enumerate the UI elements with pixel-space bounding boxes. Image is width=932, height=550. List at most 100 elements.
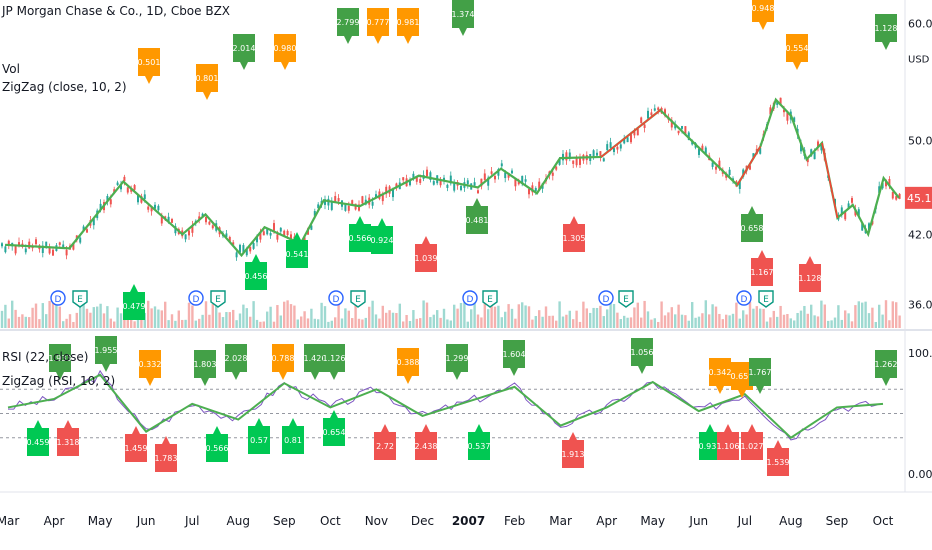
volume-legend[interactable]: Vol <box>2 62 20 76</box>
price-peak-label: 0.501 <box>138 48 160 84</box>
rsi-legend[interactable]: RSI (22, close) <box>2 350 89 364</box>
candle-body <box>555 166 558 170</box>
volume-bar <box>844 310 847 328</box>
dividend-marker-circle <box>736 290 752 306</box>
time-tick-label: Oct <box>320 514 341 528</box>
candle-body <box>558 159 561 165</box>
candle-body <box>41 245 44 253</box>
time-tick-label: Aug <box>227 514 250 528</box>
volume-bar <box>381 305 384 328</box>
zigzag-legend[interactable]: ZigZag (close, 10, 2) <box>2 80 127 94</box>
candle-body <box>898 193 901 199</box>
candle-body <box>269 233 272 236</box>
rsi-peak-label-shape <box>397 348 419 384</box>
chart-title[interactable]: JP Morgan Chase & Co., 1D, Cboe BZX <box>2 4 231 18</box>
volume-bar <box>653 318 656 328</box>
volume-bar <box>439 317 442 328</box>
price-peak-label-shape <box>196 64 218 100</box>
volume-bar <box>371 300 374 328</box>
candle-body <box>623 139 626 144</box>
dividend-marker-circle <box>50 290 66 306</box>
time-tick-label: Jul <box>184 514 199 528</box>
volume-bar <box>687 320 690 328</box>
rsi-line <box>7 369 878 441</box>
volume-bar <box>657 321 660 328</box>
candle-body <box>113 189 116 193</box>
candle-body <box>147 206 150 210</box>
price-trough-label-text: 0.456 <box>245 272 268 281</box>
earnings-marker-shape <box>210 290 226 308</box>
candle-body <box>303 237 306 241</box>
rsi-trough-label-shape <box>717 424 739 460</box>
earnings-marker: E <box>482 290 498 308</box>
rsi-peak-label-shape <box>225 344 247 380</box>
candle-body <box>769 107 772 115</box>
volume-bar <box>419 318 422 328</box>
volume-bar <box>854 305 857 328</box>
volume-bar <box>364 317 367 328</box>
earnings-marker: E <box>72 290 88 308</box>
candle-body <box>626 137 629 143</box>
candle-body <box>738 180 741 189</box>
volume-bar <box>891 301 894 328</box>
volume-bar <box>17 316 21 328</box>
volume-bar <box>636 302 639 328</box>
volume-bar <box>157 309 160 328</box>
candle-body <box>633 131 636 136</box>
time-tick-label: Nov <box>365 514 388 528</box>
volume-bar <box>888 320 891 328</box>
rsi-trough-label: 1.913 <box>562 432 584 468</box>
candle-body <box>276 234 279 240</box>
volume-bar <box>232 309 235 328</box>
volume-bar <box>374 314 378 328</box>
volume-bar <box>711 304 714 328</box>
volume-bar <box>459 302 463 328</box>
time-tick-label: Dec <box>411 514 434 528</box>
rsi-trough-label-shape <box>27 420 49 456</box>
volume-bar <box>745 314 748 328</box>
candle-body <box>844 212 847 220</box>
volume-bar <box>565 314 568 328</box>
candle-body <box>313 211 316 216</box>
candle-body <box>640 117 643 124</box>
volume-bar <box>599 305 602 328</box>
rsi-trough-label-shape <box>125 426 147 462</box>
candle-body <box>375 194 377 198</box>
volume-bar <box>167 320 170 328</box>
candle-body <box>602 158 605 162</box>
candle-body <box>599 151 602 158</box>
volume-bar <box>572 319 575 328</box>
rsi-trough-label: 2.72 <box>374 424 396 460</box>
volume-bar <box>7 318 10 328</box>
candle-body <box>347 205 350 211</box>
volume-bar <box>830 320 833 328</box>
earnings-marker: E <box>618 290 634 308</box>
volume-bar <box>289 304 293 328</box>
rsi-trough-label-text: 0.932 <box>699 442 722 451</box>
rsi-peak-label-text: 2.028 <box>225 354 248 363</box>
price-trough-label-shape <box>371 218 393 254</box>
volume-bar <box>493 306 497 328</box>
volume-bar <box>514 318 517 328</box>
rsi-trough-label: 1.459 <box>125 426 147 462</box>
rsi-trough-label-shape <box>57 420 79 456</box>
earnings-marker: E <box>210 290 226 308</box>
rsi-zigzag-legend[interactable]: ZigZag (RSI, 10, 2) <box>2 374 116 388</box>
volume-bar <box>286 300 289 328</box>
candle-body <box>65 249 68 256</box>
candle-body <box>235 252 238 258</box>
candle-body <box>167 216 170 222</box>
volume-bar <box>405 315 408 328</box>
time-tick-label: Jun <box>688 514 708 528</box>
marker-letter: D <box>741 295 748 305</box>
volume-bar <box>55 304 58 328</box>
candle-body <box>429 172 432 180</box>
rsi-peak-label-text: 1.299 <box>446 354 469 363</box>
rsi-peak-label: 0.332 <box>139 350 161 386</box>
price-trough-label-shape <box>751 250 773 286</box>
candle-body <box>262 231 265 236</box>
rsi-trough-label: 1.539 <box>767 440 789 476</box>
candle-body <box>487 177 490 186</box>
